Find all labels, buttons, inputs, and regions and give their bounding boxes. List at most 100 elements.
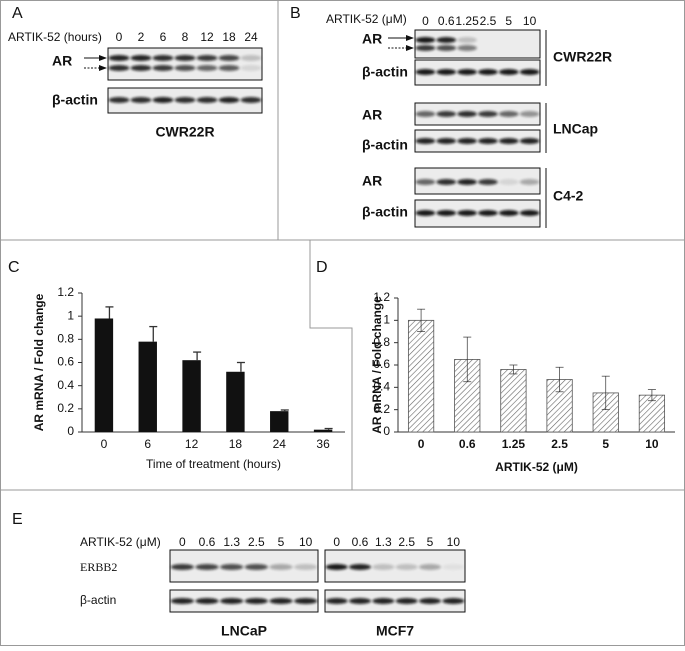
blot-band bbox=[395, 564, 418, 570]
blot-band bbox=[244, 598, 268, 604]
blot-band bbox=[195, 598, 219, 604]
blot-band bbox=[240, 55, 262, 61]
blot-band bbox=[436, 111, 457, 117]
lane-label: 10 bbox=[299, 535, 313, 549]
blot-band bbox=[349, 598, 371, 604]
blot-band bbox=[478, 111, 498, 117]
blot-band bbox=[130, 97, 152, 103]
row-label: β-actin bbox=[80, 593, 116, 607]
blot-band bbox=[457, 138, 477, 144]
blot-band bbox=[218, 55, 240, 61]
blot bbox=[414, 167, 541, 195]
lane-label: 24 bbox=[244, 30, 258, 44]
blot-band bbox=[415, 210, 436, 216]
blot-band bbox=[174, 55, 196, 61]
blot bbox=[324, 549, 466, 583]
blot-band bbox=[415, 138, 436, 144]
lane-label: 12 bbox=[200, 30, 214, 44]
error-bar bbox=[193, 351, 202, 361]
lane-label: 2 bbox=[138, 30, 145, 44]
lane-label: 8 bbox=[182, 30, 189, 44]
blot-band bbox=[519, 69, 540, 75]
lane-label: 5 bbox=[505, 14, 512, 28]
error-bar bbox=[555, 366, 564, 393]
error-bar bbox=[149, 325, 158, 342]
blot-band bbox=[372, 598, 395, 604]
blot-band bbox=[415, 37, 436, 43]
blot-band bbox=[170, 598, 194, 604]
row-label: β-actin bbox=[362, 204, 408, 220]
blot-band bbox=[457, 179, 477, 185]
lane-label: 0 bbox=[179, 535, 186, 549]
blot-band bbox=[218, 97, 240, 103]
x-tick-label: 0.6 bbox=[459, 437, 476, 451]
blot-band bbox=[108, 97, 130, 103]
lane-label: 5 bbox=[278, 535, 285, 549]
blot-band bbox=[218, 65, 240, 71]
blot bbox=[414, 59, 541, 86]
blot-band bbox=[498, 111, 519, 117]
y-tick-label: 1 bbox=[383, 313, 390, 327]
lane-label: 10 bbox=[523, 14, 537, 28]
error-bar bbox=[324, 427, 333, 430]
bar bbox=[94, 318, 114, 432]
panel-letter: C bbox=[8, 259, 20, 276]
cell-line: LNCap bbox=[553, 121, 598, 137]
bar bbox=[182, 360, 201, 432]
y-tick-label: 0.6 bbox=[57, 355, 74, 369]
blot bbox=[107, 47, 263, 81]
blot-band bbox=[130, 55, 152, 61]
blot-band bbox=[498, 69, 519, 75]
blot-band bbox=[415, 69, 436, 75]
cell-line: LNCaP bbox=[221, 623, 267, 639]
y-tick-label: 1.2 bbox=[57, 285, 74, 299]
lane-label: 2.5 bbox=[248, 535, 265, 549]
bar bbox=[138, 341, 157, 432]
y-tick-label: 0 bbox=[383, 424, 390, 438]
blot-band bbox=[478, 179, 498, 185]
blot-band bbox=[130, 65, 152, 71]
y-tick-label: 0.4 bbox=[373, 380, 390, 394]
lane-label: 18 bbox=[222, 30, 236, 44]
divider bbox=[309, 240, 353, 490]
bar bbox=[226, 371, 245, 432]
row-label: β-actin bbox=[362, 64, 408, 80]
blot-band bbox=[395, 598, 418, 604]
blot bbox=[414, 102, 541, 126]
row-label: β-actin bbox=[362, 137, 408, 153]
y-tick-label: 0 bbox=[67, 424, 74, 438]
blot-band bbox=[269, 564, 293, 570]
blot-band bbox=[174, 97, 196, 103]
row-label: ERBB2 bbox=[80, 560, 117, 574]
blot-band bbox=[519, 179, 540, 185]
blot-band bbox=[519, 210, 540, 216]
blot-band bbox=[442, 564, 465, 570]
x-tick-label: 10 bbox=[645, 437, 659, 451]
bar bbox=[638, 394, 666, 433]
y-tick-label: 0.8 bbox=[57, 332, 74, 346]
blot bbox=[169, 589, 319, 613]
blot-band bbox=[498, 210, 519, 216]
blot-band bbox=[478, 69, 498, 75]
x-tick-label: 1.25 bbox=[502, 437, 526, 451]
blot-band bbox=[457, 45, 477, 51]
blot-band bbox=[498, 138, 519, 144]
treatment-label: ARTIK-52 (μM) bbox=[326, 12, 407, 26]
blot-band bbox=[152, 65, 174, 71]
blot-band bbox=[442, 598, 465, 604]
y-tick-label: 1 bbox=[67, 308, 74, 322]
cell-line: CWR22R bbox=[553, 49, 612, 65]
y-tick-label: 0.2 bbox=[373, 402, 390, 416]
blot-band bbox=[240, 65, 262, 71]
y-tick-label: 1.2 bbox=[373, 290, 390, 304]
blot-band bbox=[436, 37, 457, 43]
panel-letter: D bbox=[316, 259, 328, 276]
blot-band bbox=[457, 210, 477, 216]
x-tick-label: 0 bbox=[101, 437, 108, 451]
x-tick-label: 2.5 bbox=[551, 437, 568, 451]
blot-band bbox=[269, 598, 293, 604]
blot-band bbox=[436, 138, 457, 144]
blot-band bbox=[436, 210, 457, 216]
panel-letter: B bbox=[290, 5, 301, 22]
blot-band bbox=[415, 179, 436, 185]
